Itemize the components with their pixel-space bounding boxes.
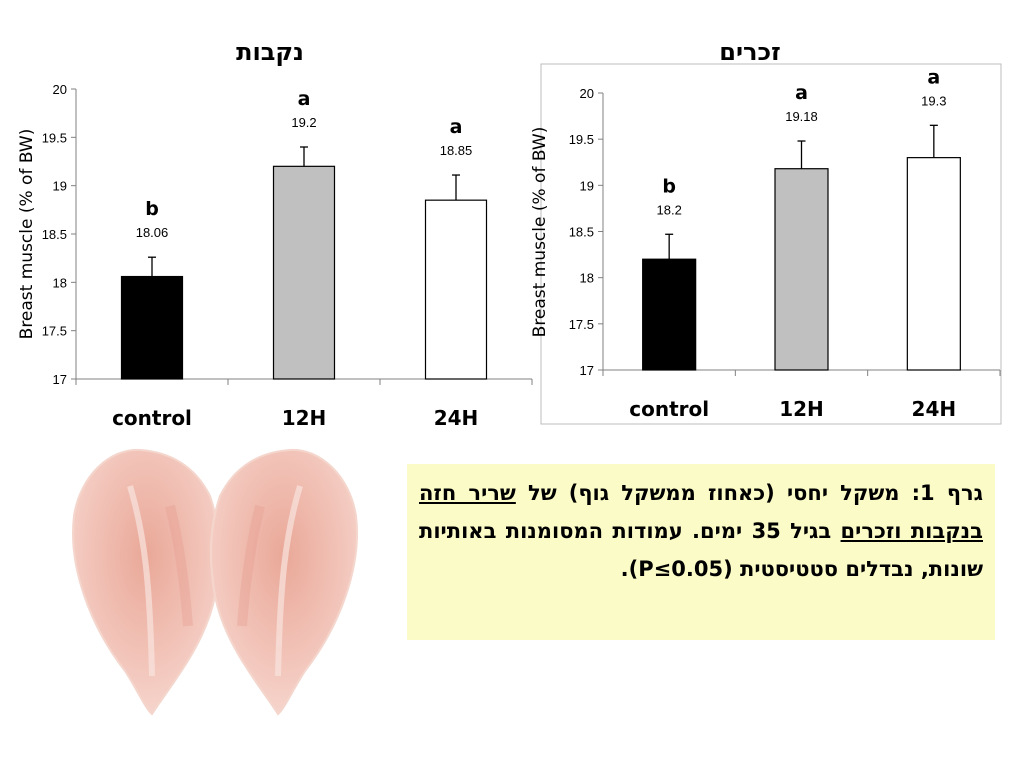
females-category-label: 24H [434,406,479,430]
males-chart-frame [540,63,1002,425]
charts-area: נקבות Breast muscle (% of BW) 17 17.5 18 18… [17,38,1002,430]
females-bar-control [120,275,184,380]
males-category-label: control [629,397,709,421]
females-y-tick-label: 19.5 [42,130,67,145]
figure-caption: גרף 1: משקל יחסי (כאחוז ממשקל גוף) של שר… [407,464,995,640]
females-value-label: 18.85 [440,143,473,158]
males-axes: 17 17.5 18 18.5 19 19.5 20 18.2 b control 19.18 a 12… [569,66,1001,421]
females-category-label: control [112,406,192,430]
females-bar-12H [272,165,336,380]
males-chart: זכרים Breast muscle (% of BW) 17 17.5 18 18… [530,38,1001,421]
males-bar-24H [906,157,961,371]
males-y-tick-label: 17 [580,363,594,378]
males-bar-control [642,258,697,371]
males-y-tick-label: 18.5 [569,225,594,240]
females-category-label: 12H [282,406,327,430]
males-significance-letter: b [662,175,676,197]
females-bar-24H [424,199,488,380]
females-value-label: 19.2 [291,115,316,130]
males-y-axis-label: Breast muscle (% of BW) [530,127,550,338]
females-value-label: 18.06 [136,225,169,240]
males-y-tick-label: 17.5 [569,317,594,332]
males-significance-letter: a [795,82,808,104]
males-bar-12H [774,168,829,371]
females-y-axis-label: Breast muscle (% of BW) [17,129,37,340]
males-y-tick-label: 20 [580,86,594,101]
females-significance-letter: a [450,116,463,138]
females-y-tick-label: 18 [53,275,67,290]
females-chart-title: נקבות [236,38,304,66]
females-y-tick-label: 17.5 [42,324,67,339]
females-chart: נקבות Breast muscle (% of BW) 17 17.5 18 18… [17,38,533,430]
males-chart-title: זכרים [719,38,780,66]
males-category-label: 12H [779,397,824,421]
caption-part1: גרף 1: משקל יחסי (כאחוז ממשקל גוף) של [528,481,984,505]
males-category-label: 24H [912,397,957,421]
females-y-tick-label: 18.5 [42,227,67,242]
caption-underlined: שריר חזה בנקבות וזכרים [419,481,983,543]
males-y-tick-label: 18 [580,271,594,286]
chicken-breast-photo [72,448,358,716]
males-value-label: 18.2 [657,202,682,217]
males-value-label: 19.18 [785,109,818,124]
females-y-tick-label: 20 [53,82,67,97]
females-axes: 17 17.5 18 18.5 19 19.5 20 18.06 b control 19.2 a 12… [42,82,533,430]
males-value-label: 19.3 [921,93,946,108]
females-significance-letter: b [145,198,159,220]
males-y-tick-label: 19.5 [569,132,594,147]
males-significance-letter: a [927,66,940,88]
females-y-tick-label: 17 [53,372,67,387]
females-y-tick-label: 19 [53,179,67,194]
caption-part2: בגיל 35 ימים. עמודות המסומנות באותיות שו… [419,519,983,581]
males-y-tick-label: 19 [580,178,594,193]
females-significance-letter: a [298,88,311,110]
